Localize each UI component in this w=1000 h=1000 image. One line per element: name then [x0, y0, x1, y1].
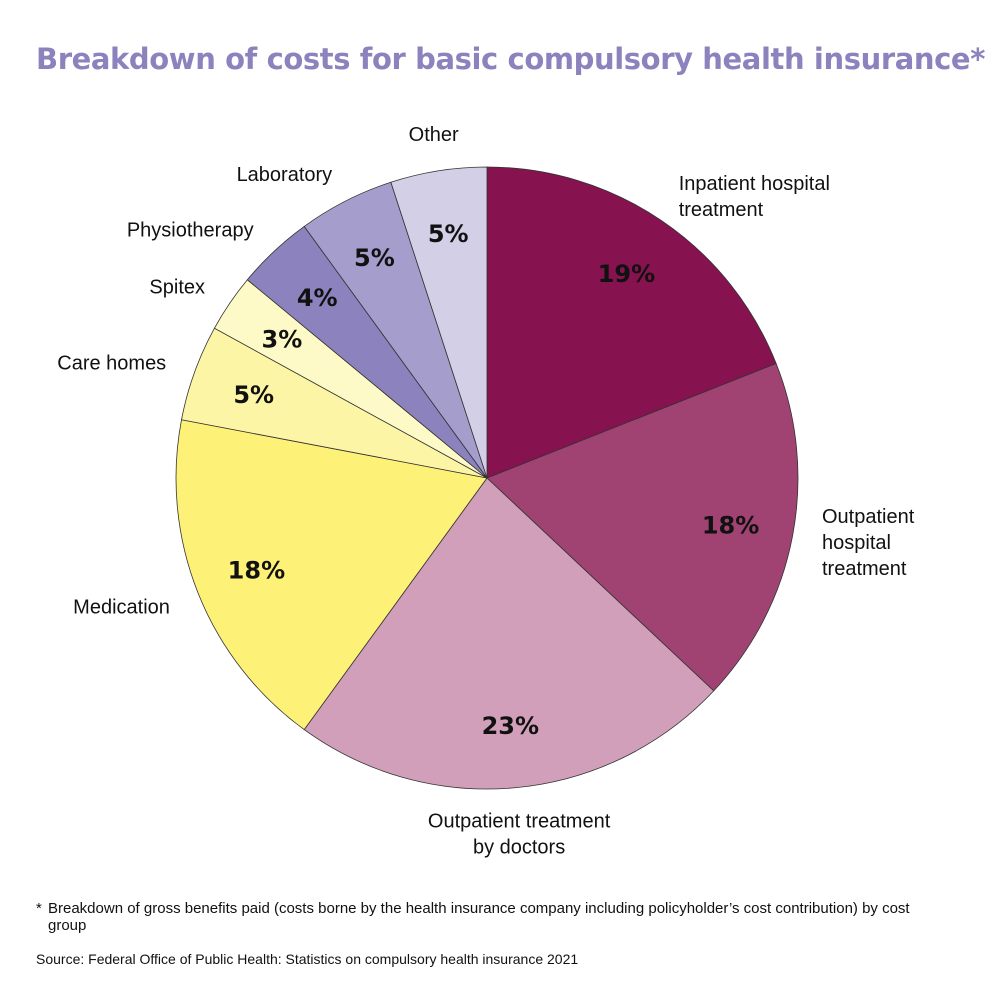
- value-label-spitex: 3%: [262, 326, 303, 354]
- category-labels: Inpatient hospital treatment Outpatient hos…: [57, 124, 914, 858]
- pie-slice-inpatient-hospital-treatment: [486, 166, 777, 479]
- value-label-outpatient-treatment-by-doctors: 23%: [482, 712, 539, 740]
- footnote-marker: *: [36, 900, 42, 917]
- pie-slice-medication: [175, 419, 488, 731]
- category-label-outpatient-treatment-by-doctors: Outpatient treatment by doctors: [428, 811, 611, 859]
- category-label-physiotherapy: Physiotherapy: [127, 219, 254, 241]
- footnote: * Breakdown of gross benefits paid (cost…: [36, 900, 936, 934]
- footnote-text: Breakdown of gross benefits paid (costs …: [48, 900, 910, 934]
- pie-slice-outpatient-treatment-by-doctors: [303, 477, 715, 790]
- value-label-physiotherapy: 4%: [297, 284, 338, 312]
- value-label-other: 5%: [428, 220, 469, 248]
- percentage-labels: 19% 18% 23% 18% 5% 3% 4% 5% 5%: [228, 220, 760, 740]
- category-label-inpatient-hospital-treatment: Inpatient hospital treatment: [679, 173, 830, 221]
- value-label-care-homes: 5%: [233, 381, 274, 409]
- category-label-outpatient-hospital-treatment: Outpatient hospital treatment: [822, 506, 915, 580]
- pie-chart: 19% 18% 23% 18% 5% 3% 4% 5% 5% Inpatient hospita…: [57, 124, 914, 858]
- category-label-care-homes: Care homes: [57, 353, 166, 375]
- pie-slice-other: [390, 166, 488, 479]
- category-label-medication: Medication: [73, 597, 170, 619]
- category-label-spitex: Spitex: [149, 276, 205, 298]
- category-label-laboratory: Laboratory: [237, 164, 333, 186]
- pie-slices: [175, 166, 799, 790]
- value-label-inpatient-hospital-treatment: 19%: [598, 260, 655, 288]
- source-note: Source: Federal Office of Public Health:…: [36, 951, 579, 967]
- value-label-medication: 18%: [228, 556, 285, 584]
- category-label-other: Other: [409, 124, 459, 146]
- chart-title: Breakdown of costs for basic compulsory …: [36, 42, 985, 76]
- pie-slice-outpatient-hospital-treatment: [486, 362, 799, 692]
- value-label-laboratory: 5%: [354, 244, 395, 272]
- value-label-outpatient-hospital-treatment: 18%: [702, 512, 759, 540]
